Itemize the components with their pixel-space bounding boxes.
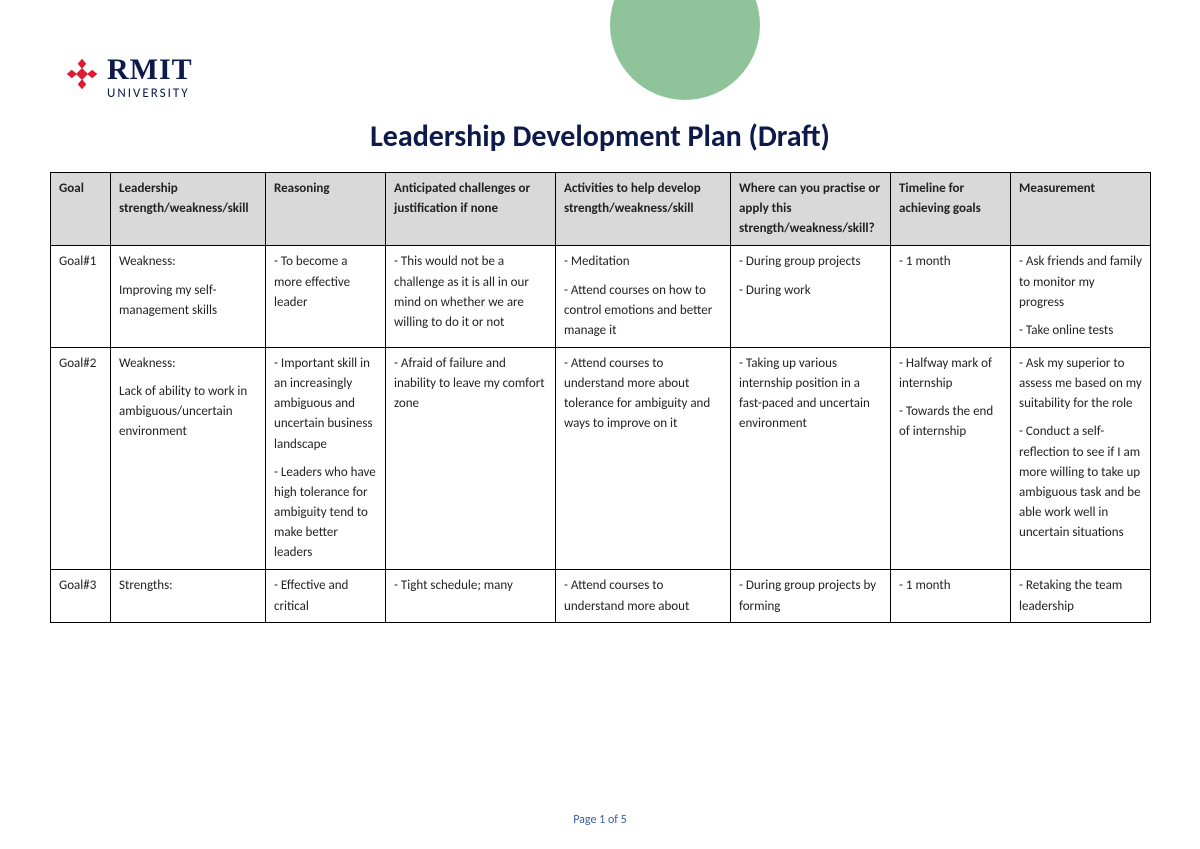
cell-measurement: - Ask my superior to assess me based on … xyxy=(1011,347,1151,569)
cell-practise: - During group projects by forming xyxy=(731,570,891,623)
rmit-logo-text: RMIT UNIVERSITY xyxy=(107,55,193,100)
cell-activities: - Attend courses to understand more abou… xyxy=(556,570,731,623)
cell-goal: Goal#3 xyxy=(51,570,111,623)
col-header-challenges: Anticipated challenges or justification … xyxy=(386,173,556,246)
page-title: Leadership Development Plan (Draft) xyxy=(0,118,1200,155)
table-row: Goal#3Strengths:- Effective and critical… xyxy=(51,570,1151,623)
cell-strength: Strengths: xyxy=(111,570,266,623)
table-header-row: Goal Leadership strength/weakness/skill … xyxy=(51,173,1151,246)
col-header-strength: Leadership strength/weakness/skill xyxy=(111,173,266,246)
table-row: Goal#1Weakness:Improving my self-managem… xyxy=(51,246,1151,348)
cell-goal: Goal#2 xyxy=(51,347,111,569)
cell-practise: - During group projects- During work xyxy=(731,246,891,348)
cell-timeline: - 1 month xyxy=(891,570,1011,623)
cell-measurement: - Retaking the team leadership xyxy=(1011,570,1151,623)
col-header-reasoning: Reasoning xyxy=(266,173,386,246)
cell-reasoning: - Important skill in an increasingly amb… xyxy=(266,347,386,569)
col-header-practise: Where can you practise or apply this str… xyxy=(731,173,891,246)
decorative-semicircle xyxy=(610,0,760,100)
table-body: Goal#1Weakness:Improving my self-managem… xyxy=(51,246,1151,623)
cell-timeline: - 1 month xyxy=(891,246,1011,348)
col-header-measurement: Measurement xyxy=(1011,173,1151,246)
cell-activities: - Meditation- Attend courses on how to c… xyxy=(556,246,731,348)
document-page: RMIT UNIVERSITY Leadership Development P… xyxy=(0,0,1200,849)
page-footer: Page 1 of 5 xyxy=(0,813,1200,827)
rmit-logo: RMIT UNIVERSITY xyxy=(65,55,193,100)
cell-reasoning: - To become a more effective leader xyxy=(266,246,386,348)
plan-table: Goal Leadership strength/weakness/skill … xyxy=(50,172,1151,623)
col-header-timeline: Timeline for achieving goals xyxy=(891,173,1011,246)
cell-timeline: - Halfway mark of internship- Towards th… xyxy=(891,347,1011,569)
cell-strength: Weakness:Lack of ability to work in ambi… xyxy=(111,347,266,569)
col-header-activities: Activities to help develop strength/weak… xyxy=(556,173,731,246)
brand-name: RMIT xyxy=(107,55,193,85)
cell-strength: Weakness:Improving my self-management sk… xyxy=(111,246,266,348)
cell-reasoning: - Effective and critical xyxy=(266,570,386,623)
plan-table-container: Goal Leadership strength/weakness/skill … xyxy=(50,172,1150,623)
rmit-logo-mark-icon xyxy=(65,57,99,91)
cell-practise: - Taking up various internship position … xyxy=(731,347,891,569)
cell-challenges: - Afraid of failure and inability to lea… xyxy=(386,347,556,569)
cell-challenges: - This would not be a challenge as it is… xyxy=(386,246,556,348)
table-row: Goal#2Weakness:Lack of ability to work i… xyxy=(51,347,1151,569)
col-header-goal: Goal xyxy=(51,173,111,246)
cell-challenges: - Tight schedule; many xyxy=(386,570,556,623)
brand-subtitle: UNIVERSITY xyxy=(107,87,193,100)
cell-measurement: - Ask friends and family to monitor my p… xyxy=(1011,246,1151,348)
cell-goal: Goal#1 xyxy=(51,246,111,348)
cell-activities: - Attend courses to understand more abou… xyxy=(556,347,731,569)
